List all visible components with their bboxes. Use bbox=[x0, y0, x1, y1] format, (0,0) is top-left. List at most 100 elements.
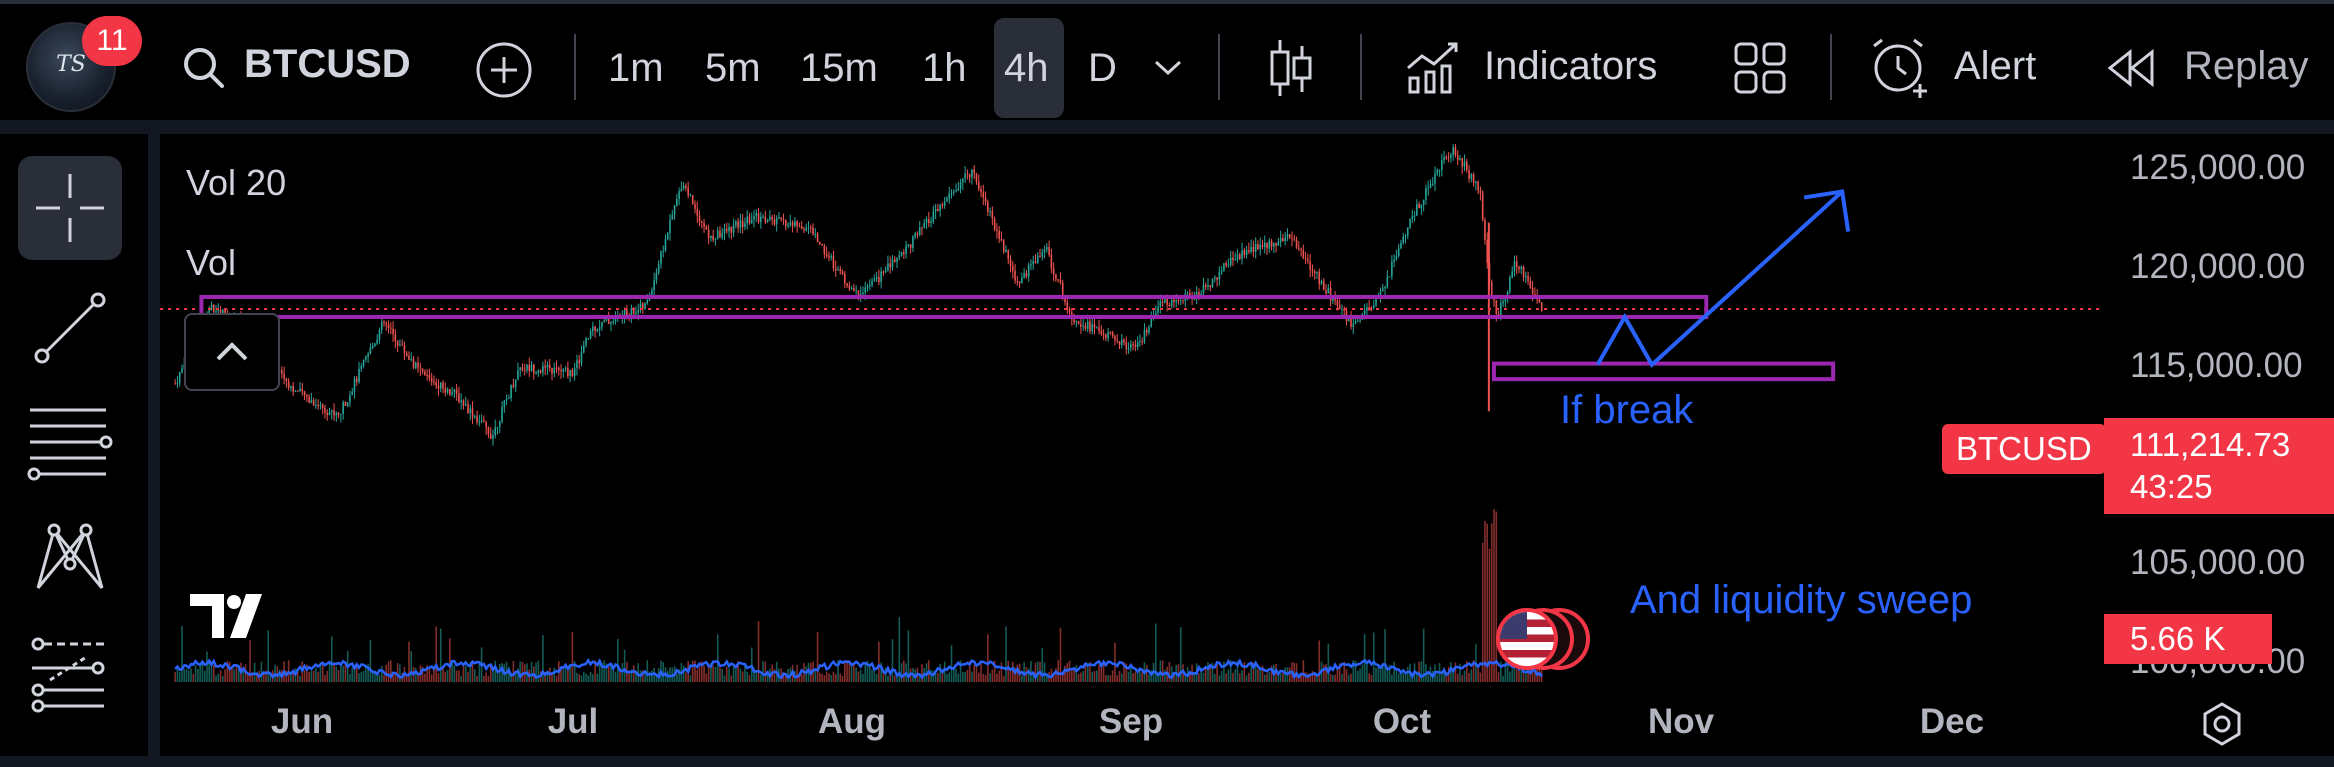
alert-clock-icon[interactable] bbox=[1868, 34, 1934, 100]
volume-bar bbox=[1266, 673, 1268, 682]
price-axis[interactable]: 125,000.00 120,000.00 115,000.00 105,000… bbox=[2102, 134, 2334, 682]
volume-bar bbox=[635, 670, 637, 682]
candle bbox=[560, 364, 562, 379]
projection-arrowhead[interactable] bbox=[1803, 189, 1851, 232]
volume-bar bbox=[773, 669, 776, 682]
search-icon[interactable] bbox=[180, 44, 228, 92]
volume-bar bbox=[1095, 670, 1098, 682]
trend-line-icon[interactable] bbox=[30, 288, 110, 368]
indicators-button[interactable]: Indicators bbox=[1484, 44, 1658, 88]
volume-bar bbox=[619, 668, 621, 682]
volume-bar bbox=[483, 675, 485, 682]
annotation-if-break[interactable]: If break bbox=[1560, 388, 1694, 432]
volume-bar bbox=[269, 672, 272, 682]
volume-bar bbox=[925, 663, 928, 682]
volume-bar bbox=[1361, 664, 1364, 682]
volume-bar bbox=[1490, 523, 1493, 682]
volume-ma-legend[interactable]: Vol 20 bbox=[186, 162, 287, 203]
volume-bar bbox=[819, 672, 821, 682]
alert-button[interactable]: Alert bbox=[1954, 44, 2037, 88]
volume-legend[interactable]: Vol bbox=[186, 242, 237, 283]
candle bbox=[746, 210, 748, 230]
candle bbox=[315, 398, 317, 409]
fib-retracement-icon[interactable] bbox=[26, 402, 114, 482]
crosshair-icon[interactable] bbox=[30, 168, 110, 248]
timeframe-d[interactable]: D bbox=[1088, 46, 1117, 90]
chevron-down-icon[interactable] bbox=[1152, 58, 1184, 78]
volume-bar bbox=[1452, 667, 1454, 682]
candle bbox=[762, 213, 764, 219]
timeframe-1m[interactable]: 1m bbox=[608, 46, 664, 90]
candle bbox=[353, 376, 356, 399]
candles-icon[interactable] bbox=[1266, 36, 1316, 100]
volume-bar bbox=[732, 666, 735, 682]
projection-path[interactable] bbox=[1595, 190, 1844, 368]
candle bbox=[682, 181, 685, 191]
candle bbox=[1082, 319, 1084, 331]
volume-bar bbox=[210, 663, 213, 682]
candle bbox=[496, 426, 499, 435]
volume-bar bbox=[864, 661, 867, 682]
timeframe-1h[interactable]: 1h bbox=[922, 46, 967, 90]
volume-bar bbox=[1404, 673, 1407, 682]
candle bbox=[1431, 177, 1434, 187]
measure-icon[interactable] bbox=[28, 634, 112, 714]
candle bbox=[451, 386, 453, 397]
chart-pane[interactable]: Vol 20 Vol If break And liquidity sweep bbox=[160, 134, 2102, 682]
candle bbox=[553, 362, 556, 378]
volume-bar bbox=[326, 670, 329, 682]
volume-bar bbox=[496, 672, 499, 682]
candle bbox=[1465, 158, 1468, 173]
replay-button[interactable]: Replay bbox=[2184, 44, 2309, 88]
drawing-toolbar bbox=[0, 134, 148, 767]
volume-bar bbox=[1120, 673, 1123, 682]
volume-bar bbox=[224, 669, 226, 682]
volume-bar bbox=[430, 674, 433, 682]
collapse-legend-button[interactable] bbox=[184, 313, 280, 391]
candle bbox=[330, 409, 333, 420]
volume-bar bbox=[201, 661, 204, 682]
candle bbox=[780, 217, 783, 222]
volume-bar bbox=[1034, 662, 1037, 682]
volume-bar bbox=[1109, 675, 1112, 682]
candle bbox=[1518, 265, 1520, 274]
pattern-icon[interactable] bbox=[30, 518, 110, 598]
symbol-search[interactable]: BTCUSD bbox=[244, 42, 411, 86]
layout-grid-icon[interactable] bbox=[1732, 40, 1788, 96]
time-label: Oct bbox=[1372, 702, 1432, 741]
candle bbox=[1293, 234, 1296, 242]
chart-settings-icon[interactable] bbox=[2198, 700, 2246, 748]
timeframe-15m[interactable]: 15m bbox=[800, 46, 878, 90]
volume-bar bbox=[796, 664, 798, 682]
candle bbox=[1007, 249, 1010, 265]
add-symbol-icon[interactable] bbox=[474, 40, 534, 100]
candle bbox=[705, 224, 708, 230]
timeframe-4h[interactable]: 4h bbox=[1004, 46, 1049, 90]
volume-bar bbox=[317, 671, 319, 682]
volume-bar bbox=[871, 669, 873, 682]
volume-bar bbox=[369, 639, 372, 682]
candle bbox=[1420, 204, 1423, 215]
candle bbox=[1343, 306, 1346, 316]
liquidity-zone-rectangle[interactable] bbox=[1491, 361, 1836, 382]
volume-bar bbox=[1288, 667, 1291, 682]
volume-bar bbox=[217, 673, 220, 682]
timeframe-5m[interactable]: 5m bbox=[705, 46, 761, 90]
candle bbox=[952, 189, 955, 196]
time-axis[interactable]: Jun Jul Aug Sep Oct Nov Dec bbox=[160, 682, 2334, 767]
indicators-icon[interactable] bbox=[1404, 38, 1462, 96]
user-drawings[interactable] bbox=[199, 189, 1851, 382]
candle bbox=[914, 231, 916, 240]
replay-icon[interactable] bbox=[2106, 48, 2158, 88]
candle bbox=[803, 226, 805, 233]
candle bbox=[321, 403, 324, 415]
candlestick-series bbox=[174, 143, 1543, 446]
annotation-liquidity-sweep[interactable]: And liquidity sweep bbox=[1630, 578, 1973, 622]
volume-bar bbox=[1470, 669, 1473, 682]
candle bbox=[1084, 322, 1087, 331]
candle bbox=[492, 429, 494, 446]
candle bbox=[351, 387, 354, 396]
us-flag-event-icon[interactable] bbox=[1496, 608, 1558, 670]
candle bbox=[871, 277, 873, 288]
resistance-zone-rectangle[interactable] bbox=[199, 294, 1709, 319]
